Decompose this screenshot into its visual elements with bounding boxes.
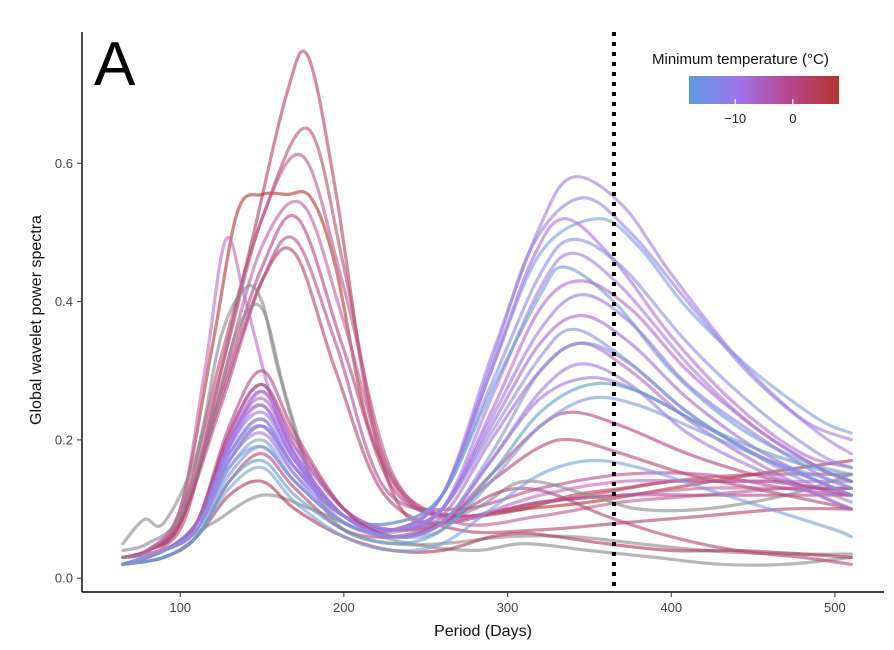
x-tick-label: 500 — [824, 600, 846, 615]
series-line-31 — [121, 458, 853, 566]
y-axis-title: Global wavelet power spectra — [28, 215, 45, 425]
series-lines — [121, 49, 853, 567]
legend: Minimum temperature (°C) −10 0 — [652, 51, 839, 126]
colorbar-tick-label: −10 — [724, 111, 746, 126]
y-tick-label: 0.6 — [55, 156, 73, 171]
colorbar-tick-label: 0 — [789, 111, 796, 126]
series-line-12 — [121, 493, 853, 567]
colorbar-ticks: −10 0 — [724, 99, 796, 126]
series-line-34 — [121, 381, 853, 566]
x-tick-label: 100 — [169, 600, 191, 615]
series-line-29 — [121, 479, 853, 566]
x-tick-label: 200 — [333, 600, 355, 615]
legend-title: Minimum temperature (°C) — [652, 51, 829, 68]
y-tick-label: 0.4 — [55, 294, 73, 309]
colorbar — [689, 76, 839, 104]
y-tick-label: 0.0 — [55, 571, 73, 586]
axes: 100 200 300 400 500 0.0 0.2 0.4 0.6 Period (Days)… — [28, 32, 884, 640]
y-tick-label: 0.2 — [55, 432, 73, 447]
series-line-3 — [121, 190, 853, 559]
series-line-4 — [121, 152, 853, 559]
panel-label: A — [94, 30, 136, 99]
x-tick-label: 300 — [497, 600, 519, 615]
x-axis-title: Period (Days) — [434, 623, 532, 640]
x-tick-label: 400 — [660, 600, 682, 615]
